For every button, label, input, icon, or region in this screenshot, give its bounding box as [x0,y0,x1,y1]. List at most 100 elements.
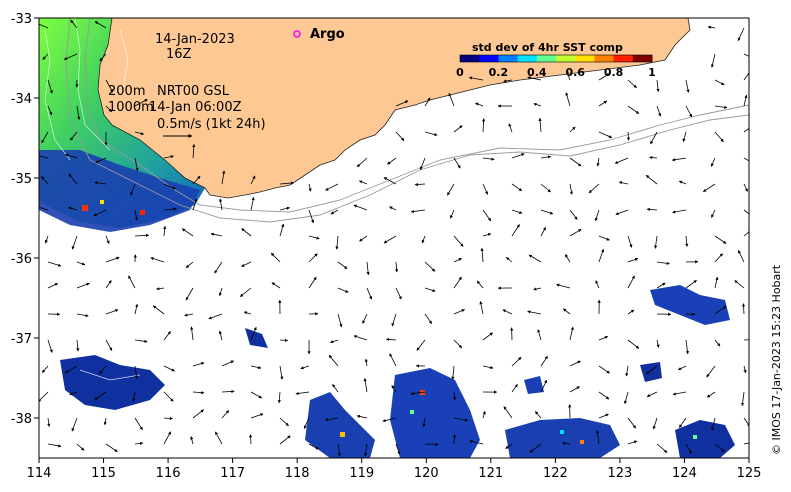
current-arrow [710,53,716,68]
current-arrow [424,287,436,292]
colorbar-tick-label: 0.8 [604,66,624,79]
current-arrow [453,339,463,349]
current-arrow [422,417,426,427]
current-arrow [295,391,310,396]
current-arrow [743,157,749,162]
y-axis: -33 -34 -35 -36 -37 -38 [11,12,39,427]
current-arrow [627,235,633,248]
current-arrow [743,339,749,341]
current-arrow [569,209,578,220]
current-arrow [627,440,638,445]
x-tick-label: 123 [607,466,632,481]
bathymetry-contours [65,18,749,223]
current-arrow [743,229,749,237]
current-arrow [452,434,457,445]
current-arrow [482,183,488,195]
current-arrow [424,442,439,446]
current-arrow [482,209,492,222]
x-tick-label: 124 [672,466,697,481]
current-arrow [503,406,513,419]
current-arrow [241,228,252,237]
current-arrow [671,157,687,162]
current-arrow [714,235,727,244]
current-arrow [389,206,397,211]
colorbar-segment [536,55,557,62]
current-arrow [534,411,542,419]
current-arrow [562,308,571,315]
current-arrow [70,131,78,141]
current-arrow [39,155,49,159]
x-tick-label: 114 [27,466,52,481]
current-arrow [594,209,600,222]
current-arrow [656,261,670,265]
colorbar-segment [594,55,615,62]
current-arrow [743,209,749,215]
current-arrow [569,326,574,341]
current-arrow [134,209,139,221]
current-arrow [332,383,339,393]
current-arrow [221,389,235,394]
current-arrow [706,365,716,378]
current-arrow [451,365,455,380]
current-arrow [678,417,687,428]
current-arrow [656,282,666,289]
current-arrow [569,183,573,195]
x-tick-label: 117 [220,466,245,481]
current-arrow [561,441,571,445]
current-arrow [714,253,723,263]
current-arrow [163,225,167,237]
current-arrow [618,181,629,185]
hour-label: 16Z [166,47,192,62]
current-arrow [395,131,405,141]
current-arrow [105,105,112,113]
current-arrow [243,311,252,315]
current-arrow [356,157,368,168]
current-arrow [452,391,457,401]
current-arrow [364,443,368,457]
current-arrow [387,157,397,165]
current-arrow [538,117,542,133]
current-arrow [645,174,658,185]
current-arrow [134,441,144,446]
current-arrow [627,309,635,315]
credit-label: © IMOS 17-Jan-2023 15:23 Hobart [770,264,783,455]
current-arrow [627,275,635,289]
current-arrow [41,365,49,373]
current-arrow [482,157,495,161]
current-arrow [94,21,107,29]
current-arrow [271,282,281,289]
current-arrow [537,329,542,341]
current-arrow [598,131,613,138]
current-arrow [130,183,136,196]
current-arrow [540,209,554,215]
current-arrow [335,235,339,250]
current-arrow [76,105,81,120]
current-arrow [598,73,611,81]
current-arrow [250,365,262,370]
sst-patch-small-3 [524,376,544,394]
sst-isotherms [44,18,141,381]
current-arrow [41,176,49,185]
current-arrow [527,310,542,315]
current-arrow [93,209,107,217]
current-arrow [569,126,576,133]
current-arrow [300,365,310,370]
current-arrow [105,256,120,263]
current-arrow [588,183,600,194]
current-arrow [533,287,542,291]
colorbar: 0 0.2 0.4 0.6 0.8 1 [456,54,656,79]
current-arrow [627,105,640,114]
current-arrow [652,417,658,430]
current-arrow [702,183,716,193]
current-arrow [447,183,455,196]
x-tick-label: 122 [543,466,568,481]
current-arrow [215,431,223,445]
argo-marker-icon [293,30,301,38]
current-arrow [646,207,658,212]
current-arrow [511,224,520,237]
current-arrow [540,155,552,159]
current-arrow [741,303,746,315]
current-arrow [250,391,263,399]
y-tick-label: -35 [11,172,32,187]
current-arrow [511,183,523,192]
